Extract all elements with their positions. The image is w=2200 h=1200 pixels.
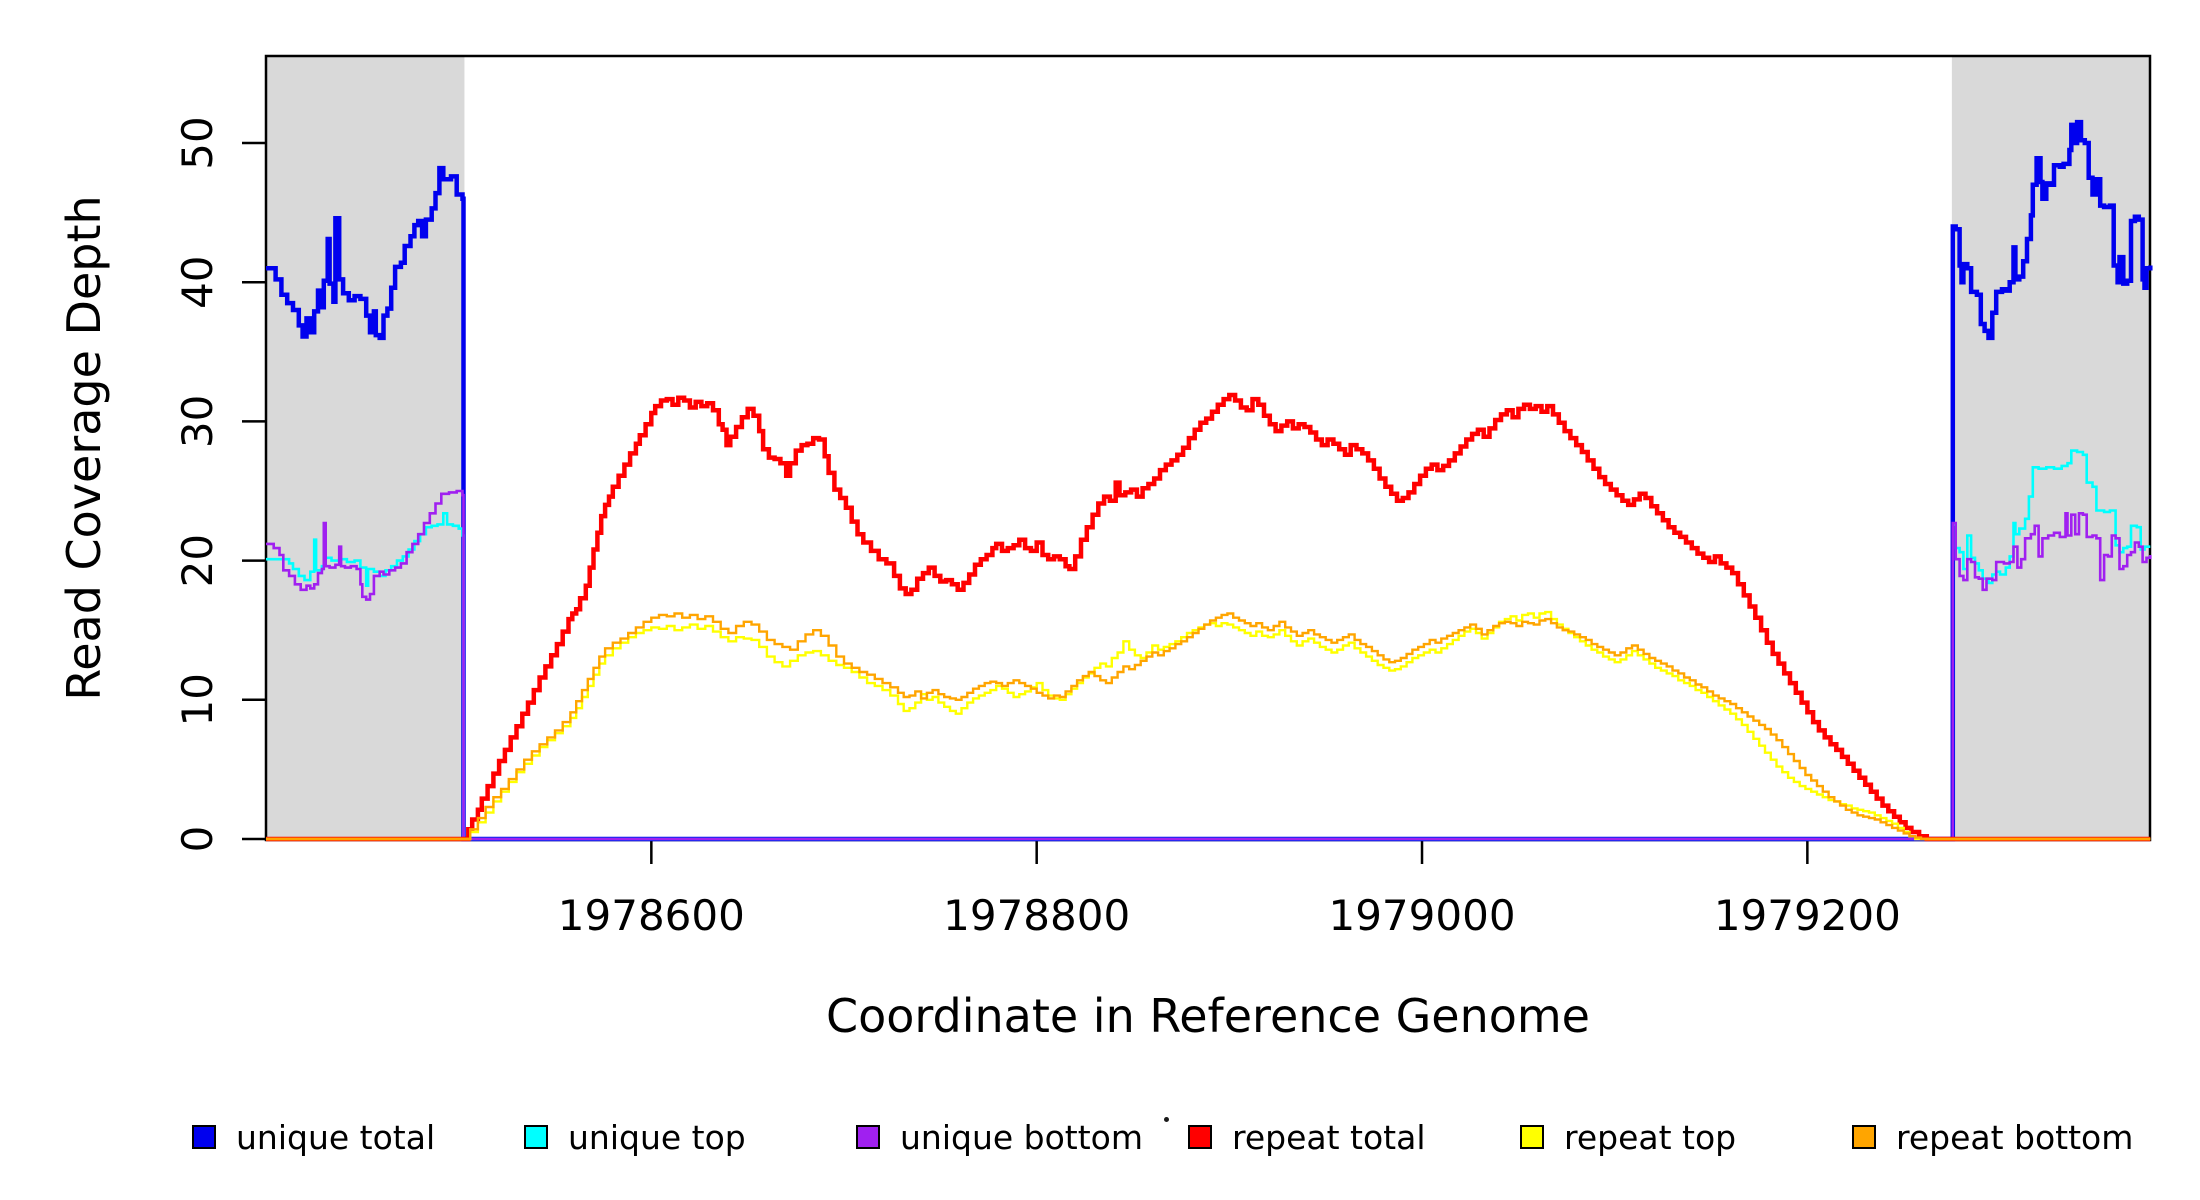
series-unique-total [266,119,2153,842]
legend-swatch-icon [524,1125,548,1149]
series-repeat-total [266,392,2151,842]
legend-swatch-icon [856,1125,880,1149]
legend-label: repeat total [1232,1117,1426,1157]
x-tick-label: 1979200 [1714,891,1901,940]
series-repeat-bottom [266,612,2151,841]
legend-item-repeat-bottom: repeat bottom [1852,1117,2134,1157]
legend-label: repeat bottom [1896,1117,2134,1157]
y-tick-label: 0 [173,826,222,853]
y-tick-label: 30 [173,395,222,448]
series-unique-bottom [266,489,2152,841]
y-axis-title: Read Coverage Depth [57,195,111,701]
legend-item-repeat-top: repeat top [1520,1117,1737,1157]
legend-swatch-icon [1188,1125,1212,1149]
legend-label: unique total [236,1117,436,1157]
legend-swatch-icon [1852,1125,1876,1149]
plot-box [264,54,2152,842]
shaded-region-1 [1951,56,2151,840]
x-axis-title: Coordinate in Reference Genome [826,989,1590,1043]
legend-swatch-icon [192,1125,216,1149]
y-tick-label: 20 [173,534,222,587]
legend-item-unique-bottom: unique bottom [856,1117,1144,1157]
y-tick-label: 50 [173,116,222,169]
legend-label: unique bottom [900,1117,1144,1157]
legend-item-unique-total: unique total [192,1117,436,1157]
stray-mark [1164,1117,1169,1122]
shaded-region-0 [266,56,465,840]
y-tick-label: 40 [173,255,222,308]
legend-label: unique top [568,1117,746,1157]
x-tick-label: 1978600 [558,891,745,940]
legend-item-repeat-total: repeat total [1188,1117,1426,1157]
series-unique-top [266,449,2151,841]
legend-swatch-icon [1520,1125,1544,1149]
series-repeat-top [266,610,2151,841]
legend-item-unique-top: unique top [524,1117,746,1157]
y-tick-label: 10 [173,673,222,726]
legend-label: repeat top [1564,1117,1737,1157]
x-tick-label: 1978800 [943,891,1130,940]
x-tick-label: 1979000 [1328,891,1515,940]
